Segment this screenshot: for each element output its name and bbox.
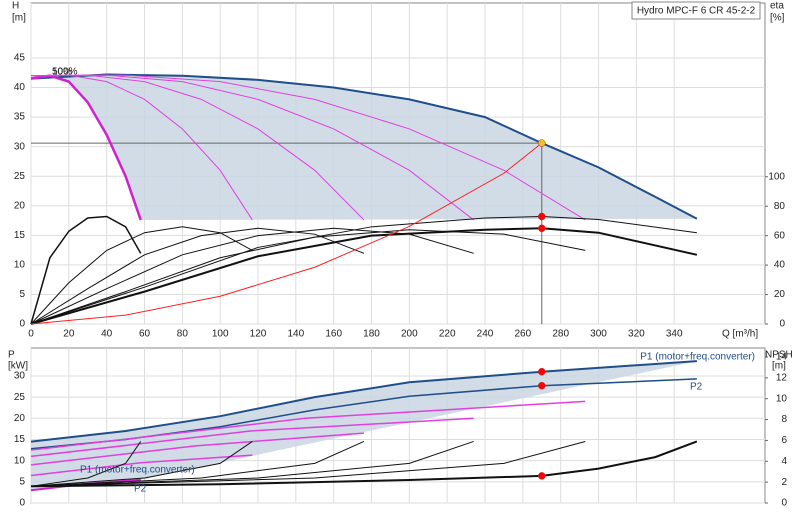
x-tick-label: 80 [177, 329, 189, 340]
operating-area [31, 361, 697, 491]
curve [30, 441, 142, 487]
x-tick-label: 140 [288, 329, 305, 340]
y-tick-label: 20 [14, 200, 26, 211]
curve [30, 440, 586, 487]
y-axis-unit: [kW] [8, 361, 28, 372]
operating-area [31, 74, 697, 220]
x-tick-label: 200 [401, 329, 418, 340]
annotation: 50% [52, 67, 72, 78]
curve [30, 440, 474, 487]
x-tick-label: 260 [515, 329, 532, 340]
curve [30, 441, 365, 487]
x-tick-label: 240 [477, 329, 494, 340]
panel: 0 20 40 60 80 100 120 140 160 180 200 220 240 260 280 3… [12, 1, 785, 340]
x-tick-label: 100 [212, 329, 229, 340]
x-tick-label: 180 [363, 329, 380, 340]
curve [30, 432, 365, 466]
y2-axis-label: NPSH [765, 350, 793, 361]
y2-tick-label: 2 [781, 477, 787, 488]
plot-area [30, 347, 766, 504]
curve [30, 400, 586, 451]
y2-tick-label: 0 [781, 498, 787, 509]
y2-axis-label: eta [770, 1, 784, 12]
y-tick-label: 5 [19, 476, 25, 487]
curve [30, 454, 253, 477]
y-tick-label: 15 [14, 434, 26, 445]
y2-axis-unit: [m] [772, 361, 786, 372]
x-axis-label: Q [m³/h] [722, 329, 758, 340]
y2-tick-label: 100 [768, 171, 785, 182]
curve [30, 142, 543, 325]
y2-tick-label: 0 [779, 319, 785, 330]
curve [30, 216, 697, 325]
y-tick-label: 25 [14, 171, 26, 182]
y2-tick-label: 14 [776, 352, 788, 363]
y-tick-label: 15 [14, 230, 26, 241]
curve [30, 417, 474, 458]
y-tick-label: 30 [14, 371, 26, 382]
y-tick-label: 0 [19, 319, 25, 330]
y-axis-label: P [8, 350, 15, 361]
y2-tick-label: 10 [776, 393, 788, 404]
chart-title: Hydro MPC-F 6 CR 45-2-2 [637, 6, 756, 17]
y-tick-label: 10 [14, 455, 26, 466]
y-tick-label: 30 [14, 141, 26, 152]
x-tick-label: 340 [666, 329, 683, 340]
x-tick-label: 40 [101, 329, 113, 340]
panel: 0 5 10 15 20 25 30 0 2 4 6 8 10 12 14 P[kW] NPSH[m] P1 (m… [8, 347, 793, 509]
x-tick-label: 220 [439, 329, 456, 340]
y-tick-label: 0 [19, 498, 25, 509]
title-box [631, 1, 761, 20]
operating-point [538, 212, 546, 221]
x-tick-label: 20 [63, 329, 75, 340]
curve [30, 74, 586, 221]
x-tick-label: 300 [590, 329, 607, 340]
y-tick-label: 5 [19, 289, 25, 300]
operating-point [538, 367, 546, 376]
x-tick-label: 320 [628, 329, 645, 340]
y2-tick-label: 12 [776, 372, 788, 383]
y2-tick-label: 40 [774, 260, 786, 271]
y2-axis-unit: [%] [770, 13, 785, 24]
curve [30, 227, 365, 325]
y-tick-label: 35 [14, 112, 26, 123]
y2-tick-label: 8 [781, 414, 787, 425]
x-tick-label: 160 [325, 329, 342, 340]
y-tick-label: 10 [14, 260, 26, 271]
y-tick-label: 20 [14, 413, 26, 424]
x-tick-label: 280 [552, 329, 569, 340]
y-axis-label: H [12, 1, 19, 12]
annotation: P2 [690, 382, 703, 393]
y2-tick-label: 60 [774, 230, 786, 241]
curve [30, 215, 142, 325]
y-tick-label: 25 [14, 392, 26, 403]
curve [30, 73, 698, 220]
annotation: 100% [52, 67, 78, 78]
curve [30, 441, 253, 487]
y-tick-label: 45 [14, 53, 26, 64]
operating-point [538, 381, 546, 390]
curve [30, 227, 698, 325]
x-tick-label: 120 [250, 329, 267, 340]
y2-tick-label: 80 [774, 201, 786, 212]
operating-point [538, 224, 546, 233]
operating-point [538, 472, 546, 480]
y2-tick-label: 4 [781, 456, 787, 467]
annotation: P2 [134, 484, 147, 495]
annotation: P1 (motor+freq.converter) [80, 465, 195, 476]
y-tick-label: 40 [14, 82, 26, 93]
y2-tick-label: 20 [774, 289, 786, 300]
operating-point [538, 139, 546, 147]
x-tick-label: 0 [28, 329, 34, 340]
annotation: P1 (motor+freq.converter) [640, 352, 755, 363]
y2-tick-label: 6 [781, 435, 787, 446]
y-axis-unit: [m] [12, 13, 26, 24]
x-tick-label: 60 [139, 329, 151, 340]
